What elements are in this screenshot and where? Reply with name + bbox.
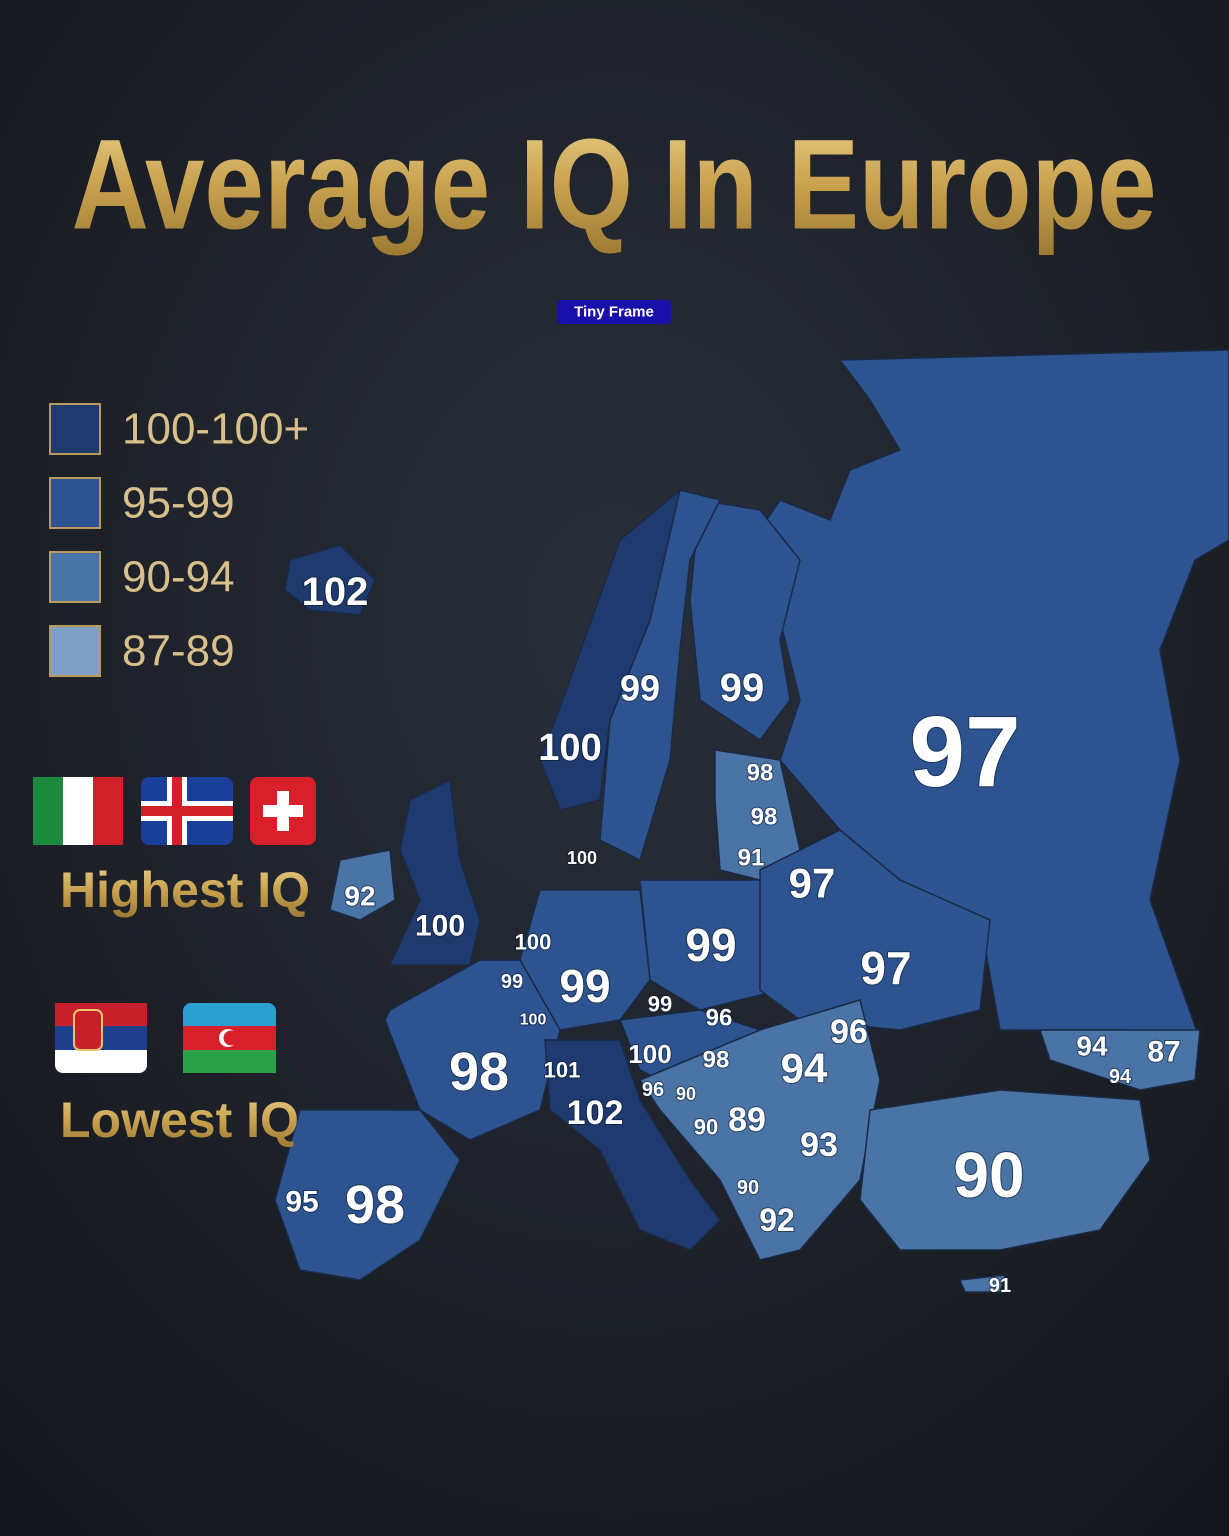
italy [544, 1039, 721, 1251]
balkans [638, 999, 881, 1261]
region-iq-label: 93 [800, 1126, 838, 1164]
region-iq-label: 95 [285, 1186, 318, 1219]
region-iq-label: 92 [344, 881, 375, 912]
region-iq-label: 94 [1076, 1031, 1108, 1062]
norway [539, 487, 682, 811]
region-iq-label: 97 [789, 860, 836, 907]
region-iq-label: 100 [538, 727, 601, 769]
map [274, 349, 1229, 1293]
legend-label: 100-100+ [122, 405, 309, 454]
iceland [284, 544, 376, 616]
region-iq-label: 102 [302, 570, 369, 614]
region-iq-label: 97 [860, 942, 911, 994]
region-iq-label: 99 [620, 668, 660, 709]
region-iq-label: 100 [515, 930, 552, 955]
region-iq-label: 94 [1109, 1066, 1132, 1088]
region-iq-label: 99 [685, 919, 736, 971]
map-labels: 102 99 99 100 97 98 98 91 100 97 92 100 100 99 99 99 97 9… [284, 569, 1181, 1298]
region-iq-label: 99 [501, 971, 523, 993]
region-iq-label: 96 [706, 1005, 733, 1032]
legend-swatch [49, 625, 101, 677]
region-iq-label: 90 [953, 1139, 1024, 1211]
legend-swatch [49, 477, 101, 529]
region-iq-label: 94 [781, 1045, 828, 1092]
highest-flags [33, 777, 316, 845]
region-iq-label: 99 [720, 666, 765, 710]
watermark-bg [557, 300, 671, 324]
region-iq-label: 98 [751, 804, 778, 831]
region-iq-label: 98 [449, 1042, 509, 1102]
region-iq-label: 91 [738, 845, 765, 872]
region-iq-label: 90 [737, 1177, 759, 1199]
region-iq-label: 97 [909, 696, 1020, 808]
region-iq-label: 96 [642, 1079, 664, 1101]
legend-swatch [49, 551, 101, 603]
iberia [274, 1109, 461, 1281]
region-iq-label: 98 [703, 1047, 730, 1074]
region-iq-label: 87 [1147, 1036, 1180, 1069]
region-iq-label: 99 [559, 960, 610, 1012]
lowest-heading: Lowest IQ [60, 1092, 299, 1148]
legend-label: 95-99 [122, 479, 235, 528]
ukraine-belarus [759, 829, 991, 1031]
region-iq-label: 102 [567, 1094, 624, 1132]
legend-swatch [49, 403, 101, 455]
watermark: Tiny Frame [574, 304, 654, 321]
region-iq-label: 96 [830, 1013, 868, 1051]
france [384, 959, 561, 1141]
region-iq-label: 100 [628, 1039, 671, 1069]
region-iq-label: 100 [567, 848, 597, 868]
region-iq-label: 100 [415, 910, 465, 943]
legend: 100-100+ 95-99 90-94 87-89 [49, 403, 309, 677]
region-iq-label: 90 [676, 1084, 696, 1104]
legend-label: 87-89 [122, 627, 235, 676]
title: Average IQ In Europe [72, 114, 1157, 257]
highest-heading: Highest IQ [60, 862, 310, 918]
region-iq-label: 101 [544, 1058, 581, 1083]
region-iq-label: 89 [728, 1101, 766, 1139]
finland [689, 499, 801, 742]
region-iq-label: 98 [345, 1175, 405, 1235]
region-iq-label: 90 [694, 1115, 718, 1140]
cyprus [958, 1274, 1007, 1293]
turkey [859, 1089, 1151, 1251]
legend-label: 90-94 [122, 553, 235, 602]
caucasus [1038, 1029, 1201, 1091]
lowest-flags [55, 1003, 276, 1073]
region-iq-label: 100 [520, 1012, 547, 1029]
ireland [329, 849, 396, 921]
region-iq-label: 91 [989, 1275, 1011, 1297]
region-iq-label: 99 [648, 992, 672, 1017]
region-iq-label: 92 [759, 1202, 795, 1238]
region-iq-label: 98 [747, 760, 774, 787]
